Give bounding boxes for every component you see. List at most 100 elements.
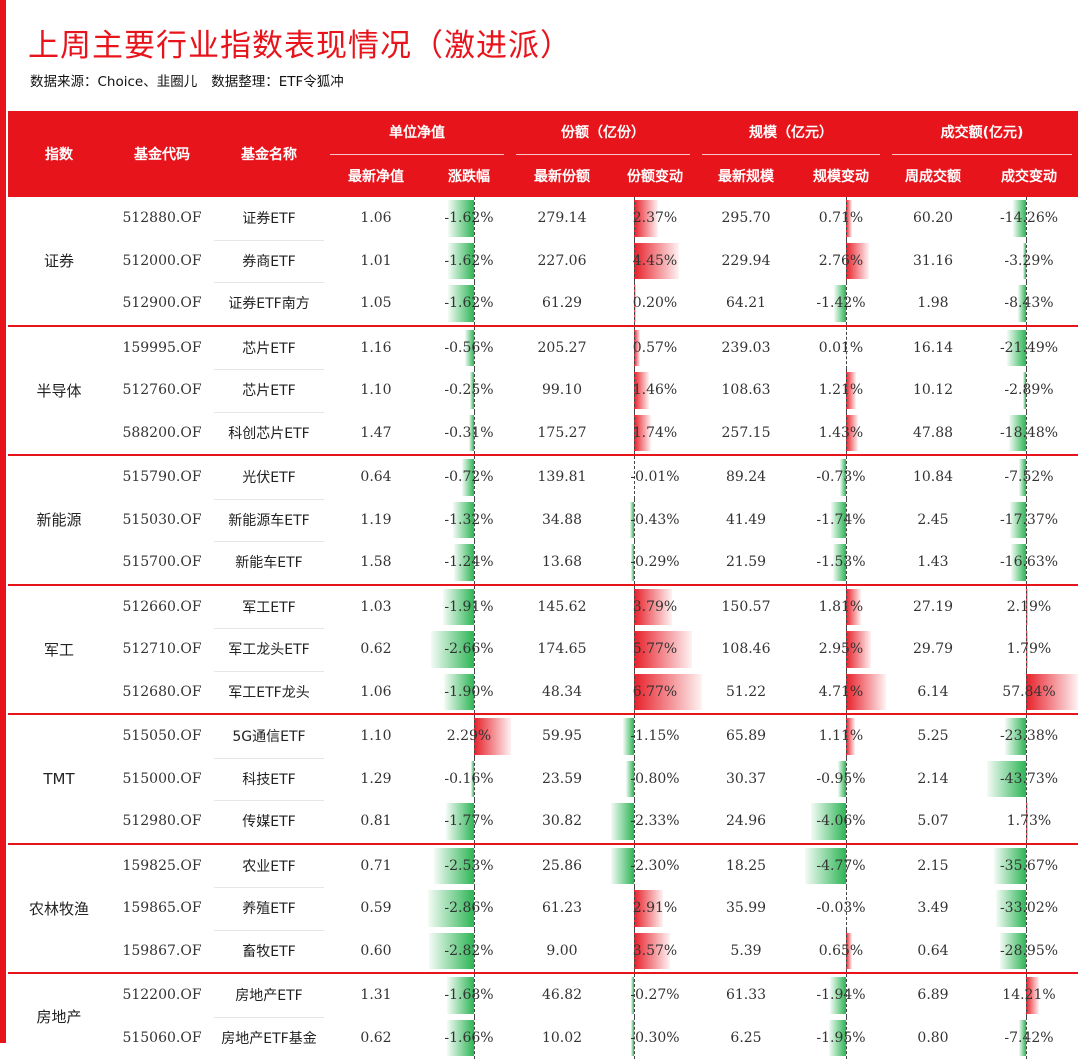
share-latest: 59.95 (510, 715, 614, 758)
nav-latest: 0.81 (324, 800, 428, 843)
vol-chg-value: -3.29% (980, 240, 1078, 283)
volume-week: 0.64 (886, 930, 980, 973)
fund-name: 证券ETF (214, 197, 324, 240)
fund-name: 芯片ETF (214, 327, 324, 370)
fund-name: 芯片ETF (214, 369, 324, 412)
header-share-latest: 最新份额 (510, 166, 614, 186)
scale-latest: 295.70 (696, 197, 796, 240)
share-latest: 9.00 (510, 930, 614, 973)
fund-name: 新能车ETF (214, 541, 324, 584)
row-divider (214, 1017, 324, 1018)
vol-chg-value: 2.19% (980, 586, 1078, 629)
share-chg-value: 3.57% (614, 930, 696, 973)
vol-chg-value: -14.26% (980, 197, 1078, 240)
fund-name: 券商ETF (214, 240, 324, 283)
scale-chg-value: -0.95% (796, 758, 886, 801)
row-divider (214, 800, 324, 801)
vol-chg-value: -16.63% (980, 541, 1078, 584)
scale-chg-value: -1.53% (796, 541, 886, 584)
nav-latest: 0.60 (324, 930, 428, 973)
nav-latest: 1.06 (324, 671, 428, 714)
header-scale-change: 规模变动 (796, 166, 886, 186)
volume-week: 10.84 (886, 456, 980, 499)
fund-name: 房地产ETF (214, 974, 324, 1017)
share-chg-value: -0.29% (614, 541, 696, 584)
share-latest: 139.81 (510, 456, 614, 499)
scale-latest: 6.25 (696, 1017, 796, 1059)
share-latest: 61.29 (510, 282, 614, 325)
scale-chg-value: 2.76% (796, 240, 886, 283)
scale-chg-value: 1.11% (796, 715, 886, 758)
share-latest: 10.02 (510, 1017, 614, 1059)
share-chg-value: 3.79% (614, 586, 696, 629)
header-share-change: 份额变动 (614, 166, 696, 186)
share-chg-value: -0.80% (614, 758, 696, 801)
share-latest: 30.82 (510, 800, 614, 843)
volume-week: 6.14 (886, 671, 980, 714)
share-latest: 48.34 (510, 671, 614, 714)
nav-latest: 1.05 (324, 282, 428, 325)
scale-latest: 21.59 (696, 541, 796, 584)
vol-chg-value: -28.95% (980, 930, 1078, 973)
fund-name: 科技ETF (214, 758, 324, 801)
volume-week: 29.79 (886, 628, 980, 671)
fund-name: 5G通信ETF (214, 715, 324, 758)
nav-latest: 0.71 (324, 845, 428, 888)
nav-latest: 1.31 (324, 974, 428, 1017)
header-share-group: 份额（亿份） (510, 122, 696, 142)
fund-name: 证券ETF南方 (214, 282, 324, 325)
row-divider (214, 499, 324, 500)
nav-latest: 1.06 (324, 197, 428, 240)
share-chg-value: -0.43% (614, 499, 696, 542)
scale-latest: 18.25 (696, 845, 796, 888)
volume-week: 10.12 (886, 369, 980, 412)
data-source: 数据来源：Choice、韭圈儿 (30, 74, 197, 90)
page-title: 上周主要行业指数表现情况（激进派） (28, 20, 572, 65)
scale-latest: 150.57 (696, 586, 796, 629)
share-chg-value: 1.74% (614, 412, 696, 455)
share-chg-value: 2.37% (614, 197, 696, 240)
nav-latest: 1.01 (324, 240, 428, 283)
nav-chg-value: -0.31% (428, 412, 510, 455)
nav-chg-value: -1.68% (428, 974, 510, 1017)
nav-latest: 0.59 (324, 887, 428, 930)
row-divider (214, 282, 324, 283)
fund-code: 512680.OF (110, 671, 214, 714)
vol-chg-value: -21.49% (980, 327, 1078, 370)
volume-week: 1.98 (886, 282, 980, 325)
fund-code: 515050.OF (110, 715, 214, 758)
scale-chg-value: 1.81% (796, 586, 886, 629)
scale-latest: 89.24 (696, 456, 796, 499)
nav-chg-value: -1.66% (428, 1017, 510, 1059)
row-divider (214, 930, 324, 931)
vol-chg-value: -18.48% (980, 412, 1078, 455)
volume-week: 2.45 (886, 499, 980, 542)
share-latest: 205.27 (510, 327, 614, 370)
nav-latest: 1.16 (324, 327, 428, 370)
nav-latest: 0.62 (324, 1017, 428, 1059)
scale-chg-value: 2.95% (796, 628, 886, 671)
fund-name: 畜牧ETF (214, 930, 324, 973)
share-latest: 23.59 (510, 758, 614, 801)
share-latest: 99.10 (510, 369, 614, 412)
share-latest: 13.68 (510, 541, 614, 584)
fund-code: 512760.OF (110, 369, 214, 412)
scale-chg-value: -1.95% (796, 1017, 886, 1059)
fund-name: 科创芯片ETF (214, 412, 324, 455)
scale-chg-value: 1.21% (796, 369, 886, 412)
nav-chg-value: -1.62% (428, 282, 510, 325)
header-volume-change: 成交变动 (980, 166, 1078, 186)
fund-code: 512710.OF (110, 628, 214, 671)
volume-week: 16.14 (886, 327, 980, 370)
left-accent-strip (0, 0, 6, 1043)
fund-name: 房地产ETF基金 (214, 1017, 324, 1059)
nav-chg-value: 2.29% (428, 715, 510, 758)
